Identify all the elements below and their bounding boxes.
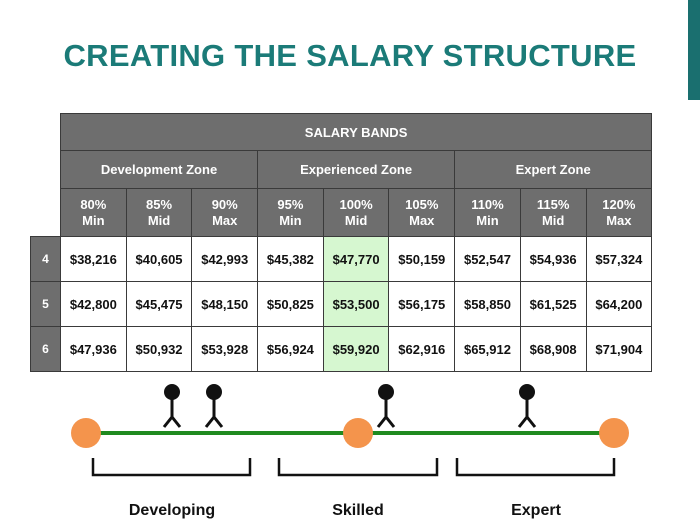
milestone <box>599 418 629 448</box>
corner <box>30 150 61 189</box>
data-row: 5 $42,800 $45,475 $48,150 $50,825 $53,500 $56,… <box>30 281 653 327</box>
column-pct: 80% <box>80 196 107 212</box>
column-header: 95% Min <box>257 188 324 237</box>
column-pct: 100% <box>339 196 373 212</box>
column-header: 105% Max <box>388 188 456 237</box>
zone-header: Experienced Zone <box>257 150 456 189</box>
salary-cell: $50,825 <box>257 281 324 327</box>
salary-cell: $45,475 <box>125 281 193 327</box>
level: 5 <box>30 281 61 327</box>
salary-cell: $59,920 <box>322 326 390 372</box>
salary-cell: $40,605 <box>125 236 193 282</box>
column-header: 90% Max <box>191 188 259 237</box>
salary-cell: $62,916 <box>388 326 456 372</box>
salary-cell: $42,993 <box>191 236 259 282</box>
salary-table: SALARY BANDS Development Zone Experienced … <box>30 113 653 372</box>
salary-cell: $61,525 <box>519 281 587 327</box>
column-header: 80% Min <box>60 188 127 237</box>
salary-cell: $58,850 <box>454 281 521 327</box>
salary-cell: $64,200 <box>585 281 653 327</box>
column-pct: 95% <box>277 196 304 212</box>
header-row: SALARY BANDS <box>30 113 653 151</box>
person <box>162 384 182 428</box>
salary-cell: $65,912 <box>454 326 521 372</box>
salary-cell: $52,547 <box>454 236 521 282</box>
person <box>204 384 224 428</box>
milestone <box>71 418 101 448</box>
data-row: 6 $47,936 $50,932 $53,928 $56,924 $59,920 $62,… <box>30 326 653 372</box>
salary-cell: $38,216 <box>60 236 127 282</box>
column-pct: 110% <box>471 196 504 212</box>
corner <box>30 113 61 151</box>
zone-header: Development Zone <box>59 150 259 189</box>
accent-bar <box>688 0 700 100</box>
salary-cell: $53,500 <box>322 281 390 327</box>
career-diagram: Developing Skilled Expert <box>71 384 629 519</box>
data-row: 4 $38,216 $40,605 $42,993 $45,382 $47,770 $50,… <box>30 236 653 282</box>
corner <box>30 188 61 237</box>
salary-cell: $47,770 <box>322 236 390 282</box>
column-label: Min <box>279 212 302 228</box>
zone-row: Development Zone Experienced Zone Expert Z… <box>30 150 653 189</box>
column-row: 80% Min 85% Mid 90% Max 95% Min 100% Mid 105% Max 11… <box>30 188 653 237</box>
column-label: Min <box>82 212 105 228</box>
person <box>376 384 396 428</box>
column-label: Mid <box>147 212 171 228</box>
salary-cell: $50,932 <box>125 326 193 372</box>
bracket <box>455 458 616 477</box>
salary-cell: $50,159 <box>388 236 456 282</box>
salary-cell: $71,904 <box>585 326 653 372</box>
salary-cell: $68,908 <box>519 326 587 372</box>
column-label: Min <box>476 212 499 228</box>
column-label: Mid <box>344 212 368 228</box>
column-label: Max <box>212 212 238 228</box>
salary-cell: $45,382 <box>257 236 324 282</box>
column-pct: 90% <box>211 196 238 212</box>
column-header: 120% Max <box>585 188 653 237</box>
level: 6 <box>30 326 61 372</box>
brackets <box>91 458 616 477</box>
table-title: SALARY BANDS <box>59 113 653 151</box>
stage-label: Developing <box>129 502 215 519</box>
milestone <box>343 418 373 448</box>
column-pct: 115% <box>536 196 570 212</box>
salary-cell: $48,150 <box>191 281 259 327</box>
zone-header: Expert Zone <box>454 150 653 189</box>
column-pct: 120% <box>602 196 636 212</box>
column-label: Max <box>606 212 632 228</box>
column-label: Mid <box>541 212 565 228</box>
column-header: 115% Mid <box>519 188 587 237</box>
salary-cell: $57,324 <box>585 236 653 282</box>
column-pct: 105% <box>405 196 439 212</box>
level: 4 <box>30 236 61 282</box>
stage-label: Expert <box>511 502 561 519</box>
bracket <box>277 458 439 477</box>
column-pct: 85% <box>146 196 173 212</box>
salary-cell: $54,936 <box>519 236 587 282</box>
salary-cell: $42,800 <box>60 281 127 327</box>
slide-title: CREATING THE SALARY STRUCTURE <box>63 38 637 73</box>
column-header: 110% Min <box>454 188 521 237</box>
people <box>162 384 537 428</box>
salary-cell: $47,936 <box>60 326 127 372</box>
salary-cell: $56,924 <box>257 326 324 372</box>
column-header: 85% Mid <box>125 188 193 237</box>
bracket <box>91 458 252 477</box>
column-header: 100% Mid <box>322 188 390 237</box>
salary-cell: $56,175 <box>388 281 456 327</box>
salary-cell: $53,928 <box>191 326 259 372</box>
person <box>517 384 537 428</box>
stage-label: Skilled <box>332 502 384 519</box>
column-label: Max <box>409 212 435 228</box>
